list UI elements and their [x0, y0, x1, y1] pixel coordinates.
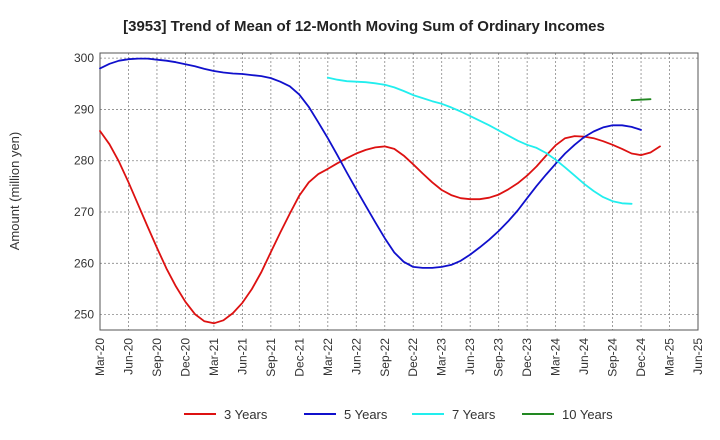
x-tick-label: Dec-23	[520, 338, 534, 377]
x-tick-label: Sep-23	[492, 338, 506, 377]
x-tick-label: Jun-22	[349, 338, 363, 375]
x-tick-label: Dec-22	[406, 338, 420, 377]
legend-label-5-years: 5 Years	[344, 407, 388, 422]
x-tick-label: Jun-25	[691, 338, 705, 375]
y-tick-labels: 250 260 270 280 290 300	[74, 51, 94, 321]
legend-label-3-years: 3 Years	[224, 407, 268, 422]
y-tick-label: 250	[74, 308, 94, 322]
x-tick-label: Mar-23	[435, 338, 449, 376]
x-tick-label: Mar-25	[663, 338, 677, 376]
x-tick-label: Dec-20	[178, 338, 192, 377]
y-tick-label: 280	[74, 154, 94, 168]
grid-lines	[99, 53, 699, 330]
x-tick-label: Mar-21	[207, 338, 221, 376]
x-tick-labels: Mar-20 Jun-20 Sep-20 Dec-20 Mar-21 Jun-21 Sep-…	[93, 338, 705, 377]
y-tick-label: 260	[74, 256, 94, 270]
x-tick-label: Sep-24	[606, 338, 620, 377]
x-tick-label: Jun-23	[463, 338, 477, 375]
legend-label-10-years: 10 Years	[562, 407, 613, 422]
x-tick-label: Sep-20	[150, 338, 164, 377]
x-tick-label: Dec-21	[292, 338, 306, 377]
x-tick-label: Mar-22	[321, 338, 335, 376]
series-line-10-years	[630, 98, 652, 102]
series-lines	[99, 57, 661, 325]
y-tick-label: 270	[74, 205, 94, 219]
legend-label-7-years: 7 Years	[452, 407, 496, 422]
y-tick-label: 290	[74, 102, 94, 116]
x-tick-label: Mar-20	[93, 338, 107, 376]
chart-title: [3953] Trend of Mean of 12-Month Moving …	[123, 18, 605, 35]
x-tick-label: Dec-24	[634, 338, 648, 377]
y-axis-label: Amount (million yen)	[7, 132, 22, 251]
x-tick-label: Sep-21	[264, 338, 278, 377]
y-tick-label: 300	[74, 51, 94, 65]
legend: 3 Years 5 Years 7 Years 10 Years	[184, 407, 613, 422]
x-tick-label: Jun-20	[121, 338, 135, 375]
x-tick-label: Mar-24	[549, 338, 563, 376]
x-tick-label: Jun-21	[235, 338, 249, 375]
series-line-7-years	[326, 76, 633, 205]
series-line-3-years	[99, 130, 661, 325]
x-tick-label: Sep-22	[378, 338, 392, 377]
plot-frame	[99, 52, 699, 331]
series-line-5-years	[99, 57, 642, 269]
x-tick-label: Jun-24	[577, 338, 591, 375]
